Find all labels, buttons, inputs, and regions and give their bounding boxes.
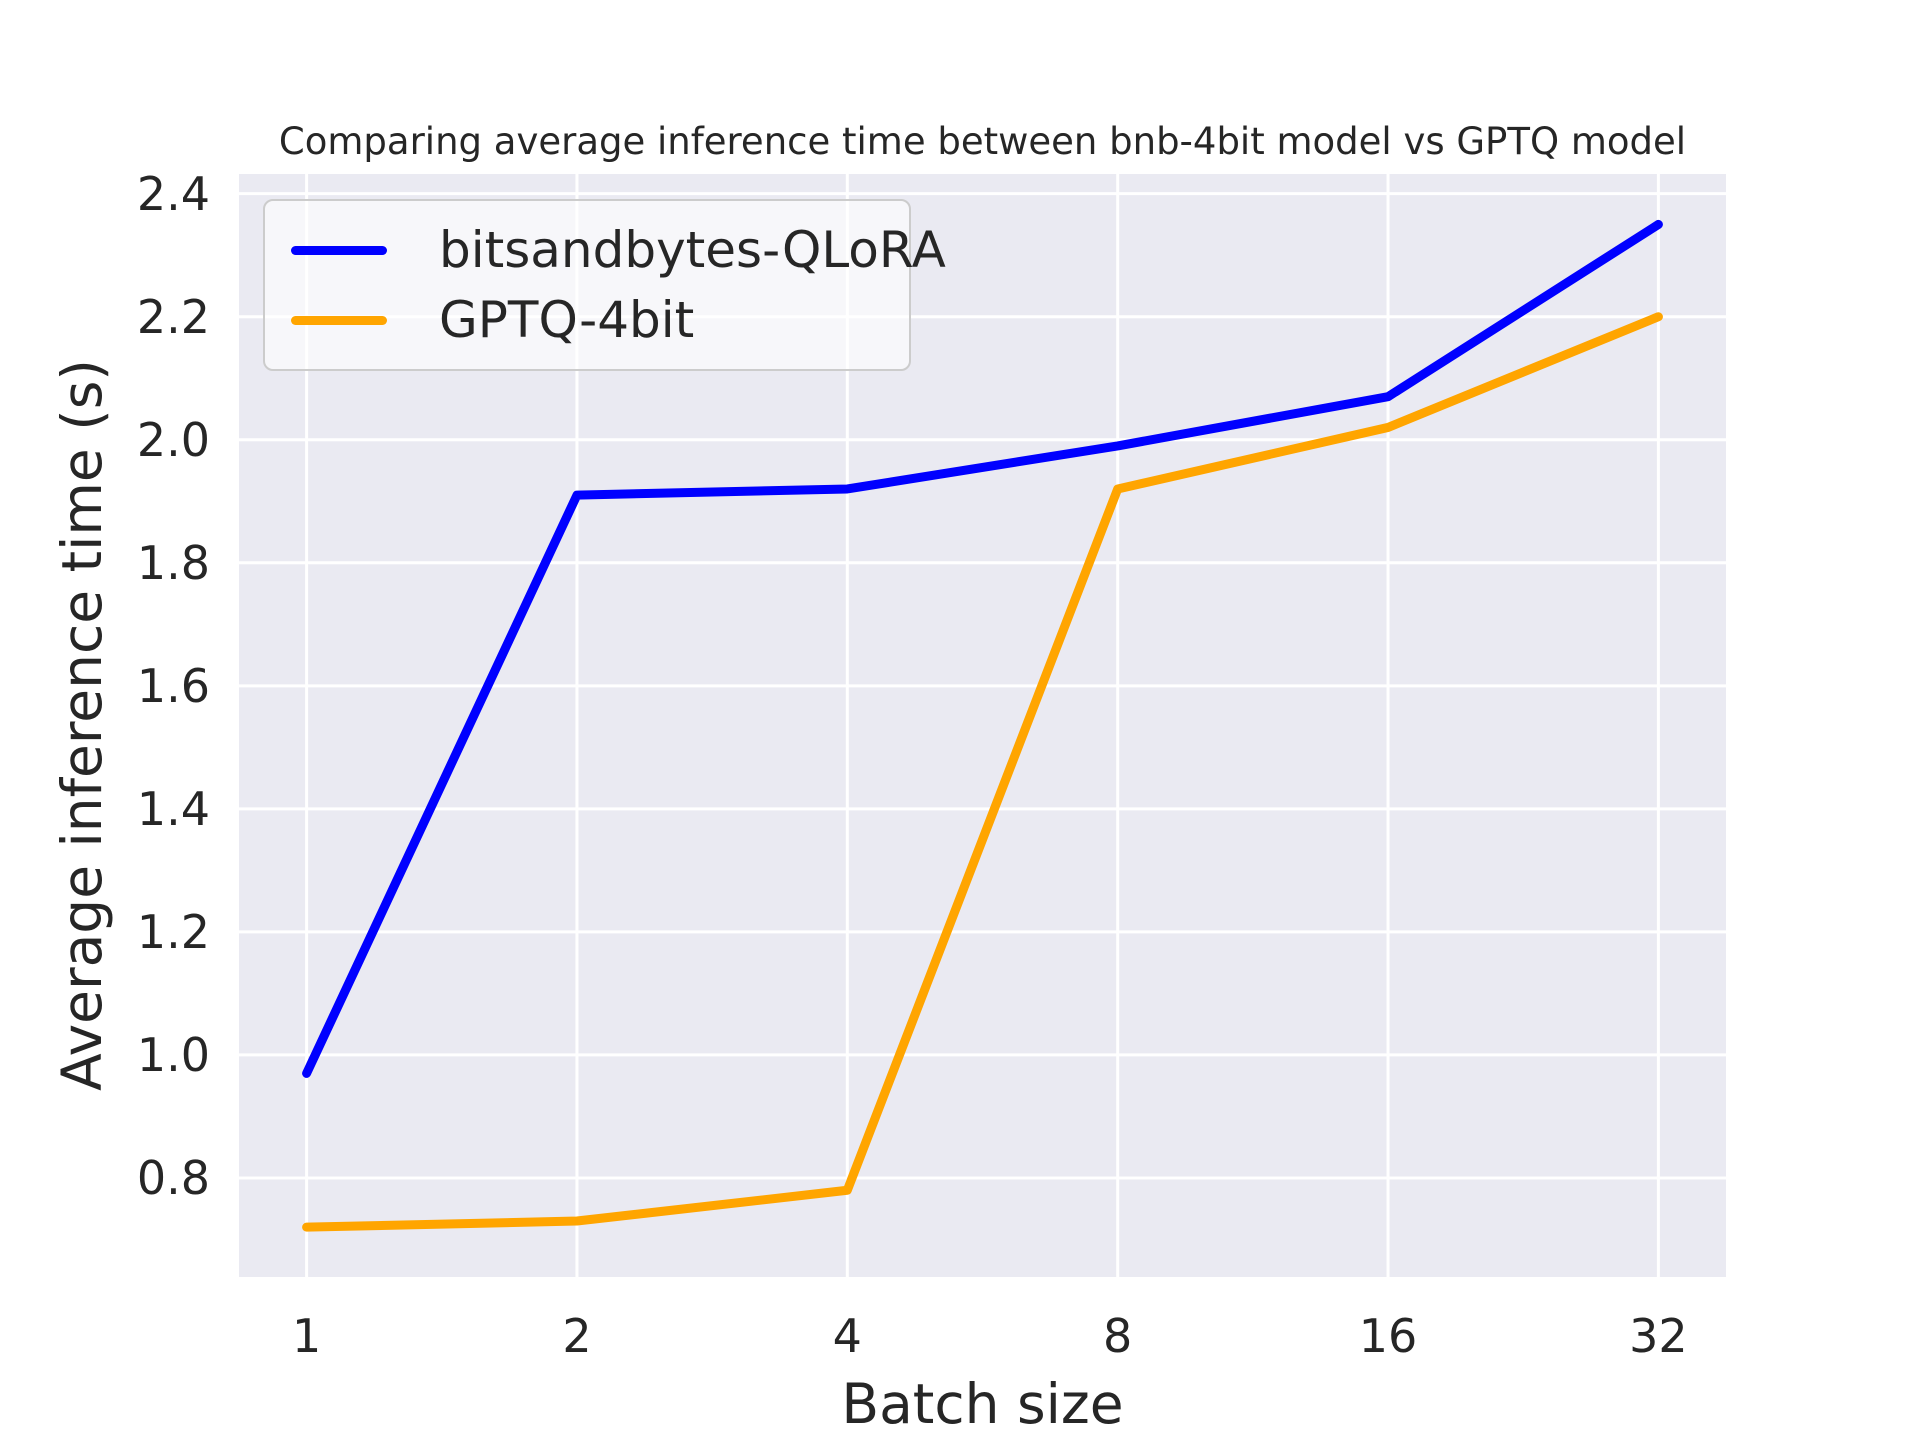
legend-label: GPTQ-4bit: [439, 291, 695, 349]
y-tick-label: 1.8: [136, 535, 210, 590]
y-tick-label: 1.6: [136, 658, 210, 713]
x-tick-label: 16: [1358, 1309, 1418, 1363]
legend: bitsandbytes-QLoRA GPTQ-4bit: [263, 199, 946, 371]
y-tick-label: 1.2: [136, 904, 210, 959]
legend-line-sample: [291, 315, 387, 325]
x-axis-label: Batch size: [841, 1372, 1124, 1436]
x-tick-label: 32: [1629, 1309, 1688, 1363]
x-tick-label: 2: [562, 1309, 592, 1363]
legend-line-sample: [291, 245, 387, 255]
y-tick-label: 0.8: [136, 1150, 210, 1205]
y-tick-label: 2.4: [136, 166, 210, 221]
series-line-bitsandbytes-QLoRA: [302, 219, 1663, 1078]
series-line-GPTQ-4bit: [302, 312, 1663, 1232]
y-tick-label: 2.2: [136, 289, 210, 344]
chart-title: Comparing average inference time between…: [278, 120, 1687, 163]
y-tick-label: 1.0: [136, 1027, 210, 1082]
y-tick-label: 1.4: [136, 781, 210, 836]
y-axis-label: Average inference time (s): [50, 359, 114, 1091]
plot-canvas: [239, 174, 1726, 1277]
y-tick-label: 2.0: [136, 412, 210, 467]
legend-label: bitsandbytes-QLoRA: [439, 221, 946, 279]
plot-area: bitsandbytes-QLoRA GPTQ-4bit: [239, 174, 1726, 1277]
x-tick-label: 1: [291, 1309, 322, 1363]
legend-item: GPTQ-4bit: [291, 285, 889, 355]
x-tick-label: 8: [1103, 1309, 1133, 1363]
x-tick-label: 4: [832, 1309, 862, 1363]
legend-item: bitsandbytes-QLoRA: [291, 215, 946, 285]
